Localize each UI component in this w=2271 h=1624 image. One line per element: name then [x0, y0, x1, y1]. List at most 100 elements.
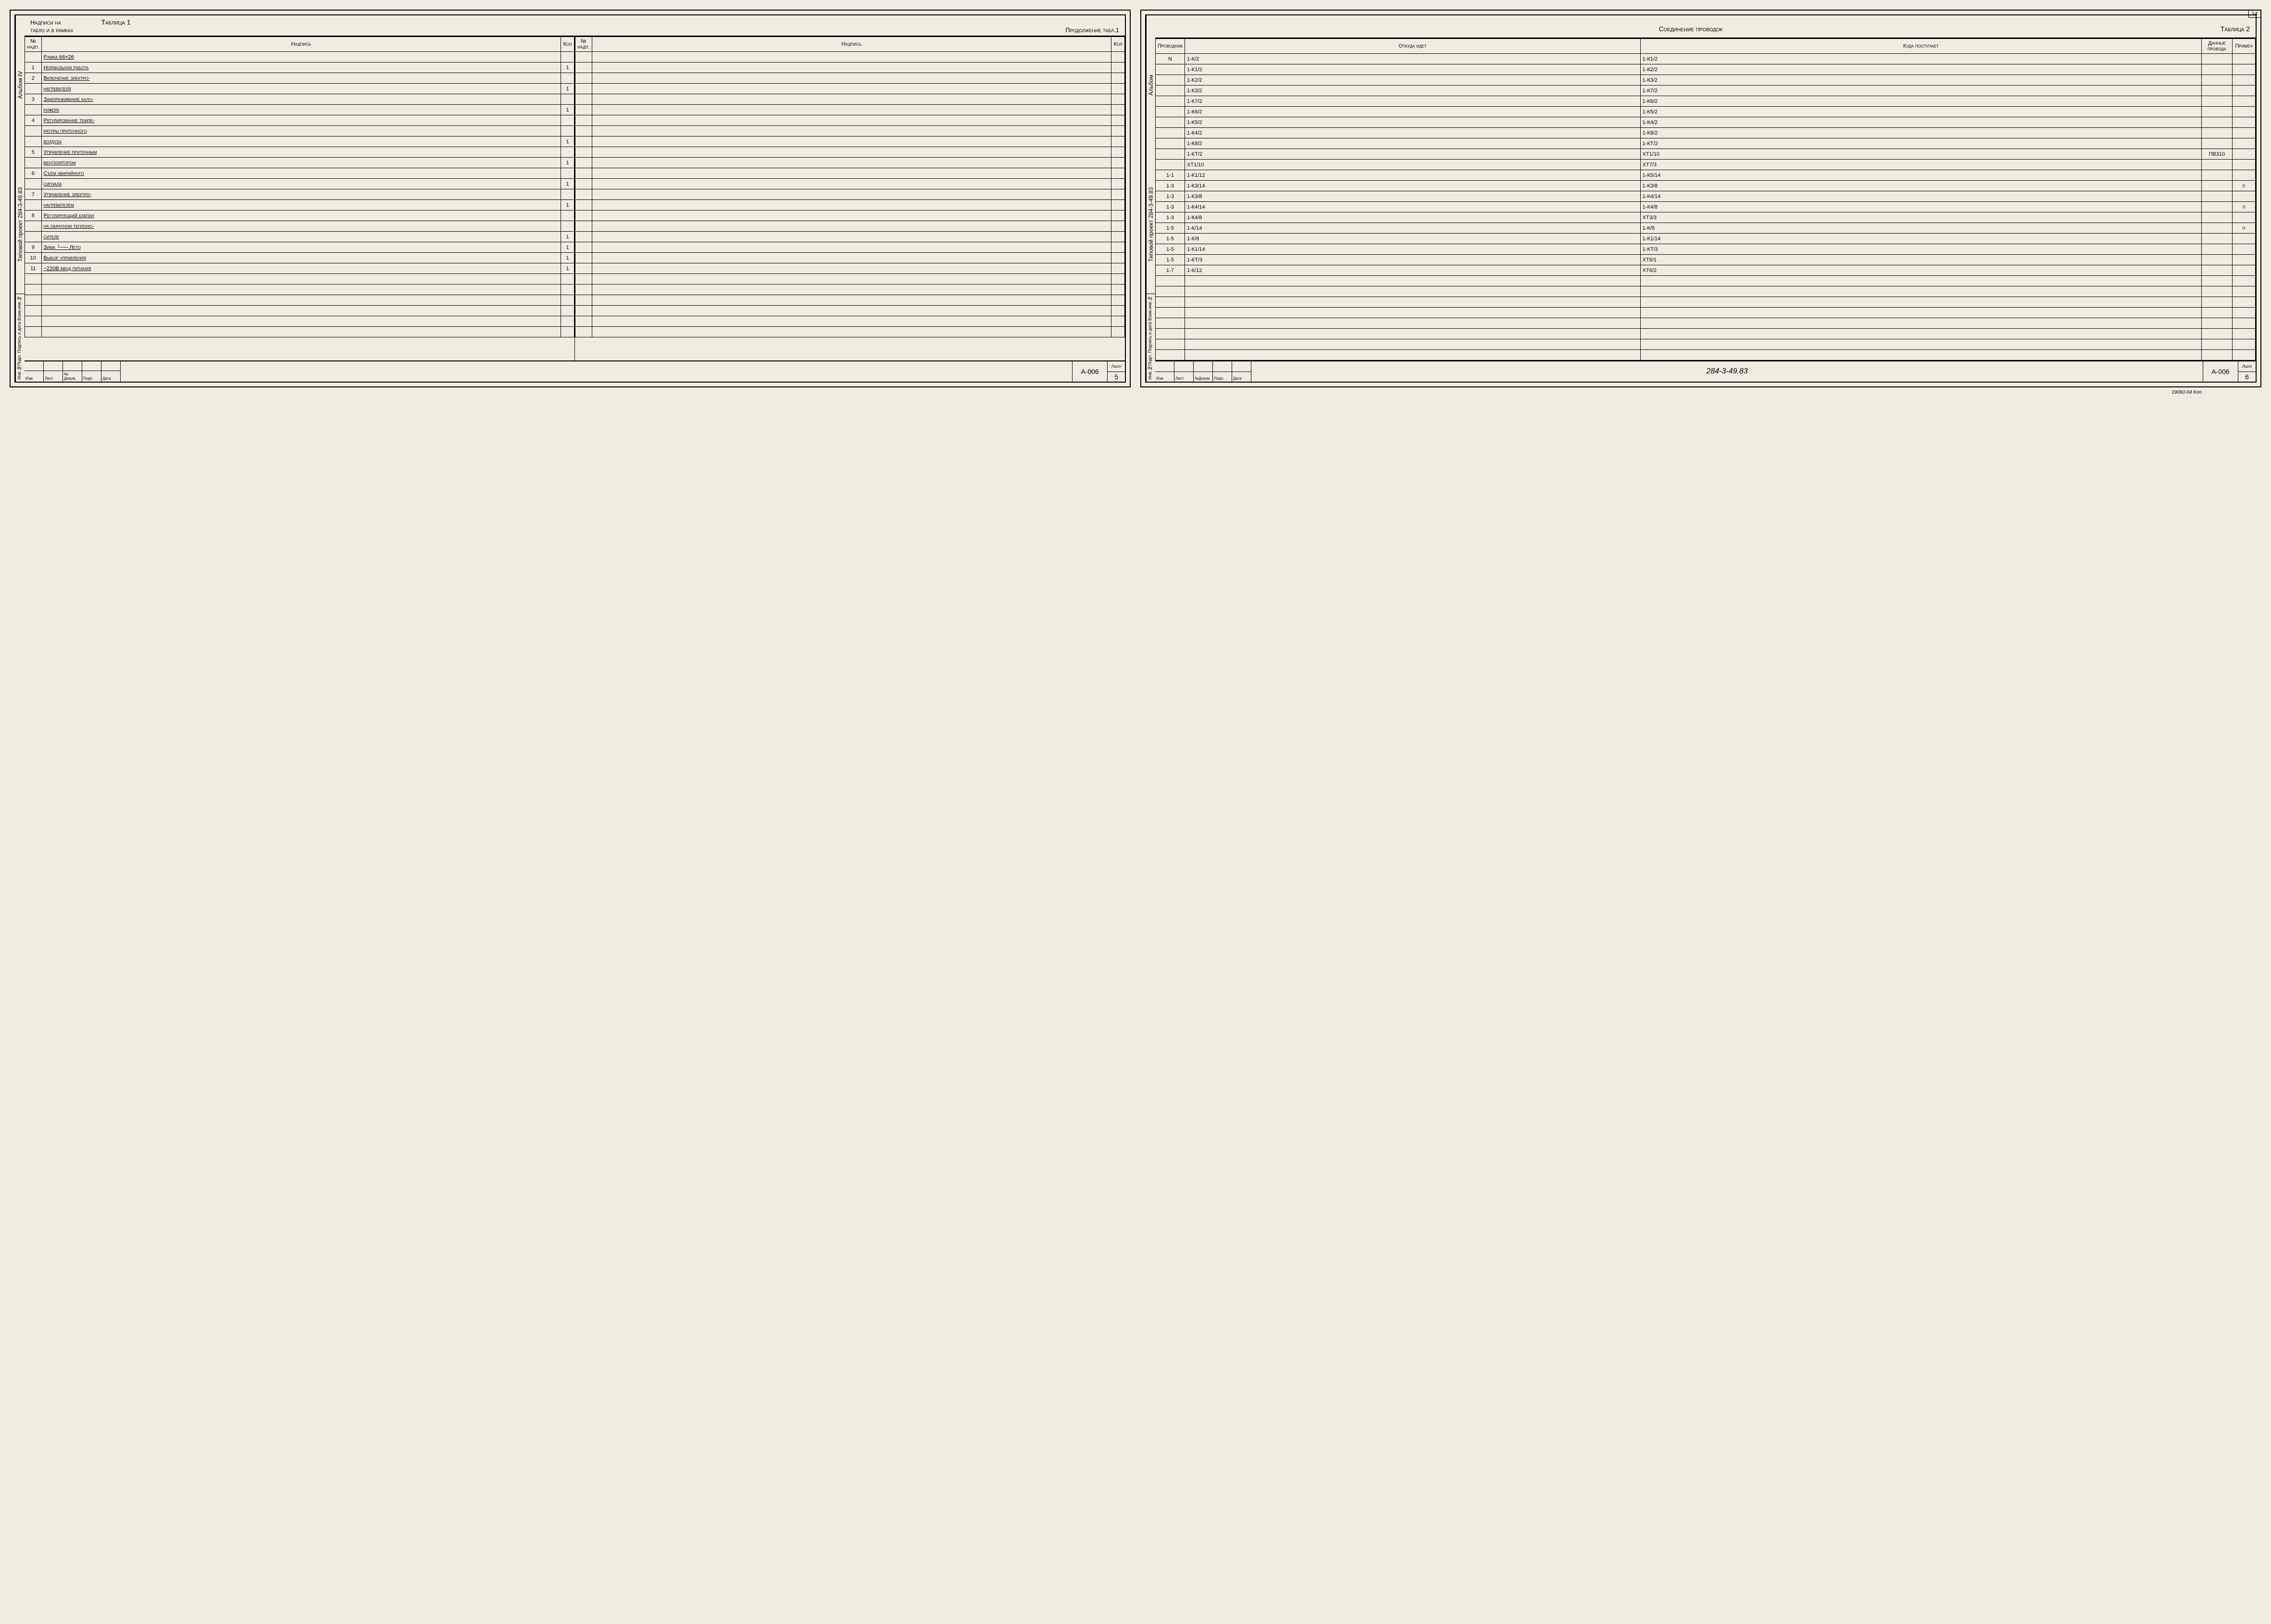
- cell-from: [1185, 297, 1641, 308]
- footer-cell: [63, 361, 82, 371]
- cell-num: 5: [25, 147, 42, 158]
- footer-label: Изм: [1155, 372, 1174, 382]
- cell-text: ~220В ввод питания: [41, 263, 561, 274]
- cell-num: [575, 200, 592, 211]
- cell-data: [2202, 255, 2233, 265]
- header-num: № надп.: [25, 37, 42, 52]
- cell-from: 1-К1/2: [1185, 64, 1641, 75]
- cell-to: 1-К6/2: [1640, 96, 2201, 107]
- table-row: 9Зима └── Лето1: [25, 242, 574, 253]
- table-row: 1-31-К3/141-К3/8п: [1156, 181, 2256, 191]
- table-row: 1-51-К/141-К/8п: [1156, 223, 2256, 234]
- table-row: ратуры приточного: [25, 126, 574, 136]
- cell-text: [592, 136, 1111, 147]
- cell-num: [575, 105, 592, 115]
- doc-num: 284-3-49.83: [1251, 361, 2203, 382]
- title-top: Таблица 1: [101, 18, 130, 26]
- cell-num: [575, 73, 592, 84]
- cell-qty: [561, 147, 574, 158]
- cell-data: [2202, 318, 2233, 329]
- cell-text: [41, 327, 561, 337]
- cell-to: ХТ7/3: [1640, 160, 2201, 170]
- table-right: № надп. Надпись Кол: [575, 37, 1125, 360]
- bottom-note: 19060-04 Коп.: [2171, 390, 2203, 395]
- cell-wire: [1156, 297, 1185, 308]
- table-row: 1-31-К4/141-К4/8п: [1156, 202, 2256, 212]
- cell-to: [1640, 339, 2201, 350]
- cell-data: [2202, 223, 2233, 234]
- table-row: [575, 115, 1125, 126]
- cell-wire: 1-5: [1156, 244, 1185, 255]
- cell-num: [25, 232, 42, 242]
- cell-text: [41, 285, 561, 295]
- cell-qty: 1: [561, 105, 574, 115]
- cell-wire: [1156, 117, 1185, 128]
- cell-qty: 1: [561, 242, 574, 253]
- cell-data: [2202, 54, 2233, 64]
- cell-qty: [1111, 126, 1125, 136]
- header-text: Надпись: [592, 37, 1111, 52]
- cell-num: [575, 115, 592, 126]
- cell-text: рифера: [41, 105, 561, 115]
- side-album: Альбом IV: [15, 15, 25, 155]
- cell-qty: [1111, 179, 1125, 189]
- cell-from: 1-К3/2: [1185, 86, 1641, 96]
- cell-num: [575, 84, 592, 94]
- table-row: 3Замораживание кало-: [25, 94, 574, 105]
- cell-text: нагревателем: [41, 200, 561, 211]
- table-row: 1-К3/21-К7/2: [1156, 86, 2256, 96]
- header-to: Куда поступает: [1640, 39, 2201, 54]
- table-row: [575, 242, 1125, 253]
- cell-num: [25, 126, 42, 136]
- table-row: на обратном теплоно-: [25, 221, 574, 232]
- cell-to: 1-К3/2: [1640, 75, 2201, 86]
- cell-num: 10: [25, 253, 42, 263]
- cell-data: [2202, 265, 2233, 276]
- cell-text: Съем аварийного: [41, 168, 561, 179]
- cell-qty: [1111, 306, 1125, 316]
- header-text: Надпись: [41, 37, 561, 52]
- cell-note: [2233, 350, 2256, 360]
- cell-qty: 1: [561, 179, 574, 189]
- cell-num: [25, 200, 42, 211]
- cell-note: [2233, 75, 2256, 86]
- cell-num: [25, 274, 42, 285]
- table-row: 1-К2/21-К3/2: [1156, 75, 2256, 86]
- cell-note: [2233, 212, 2256, 223]
- cell-wire: 1-5: [1156, 223, 1185, 234]
- footer-page: Лист 5: [1108, 361, 1125, 382]
- cell-from: 1-К1/12: [1185, 170, 1641, 181]
- footer-cell: [25, 361, 44, 371]
- inscriptions-table-left: № надп. Надпись Кол Рамка 66×261Нормальн…: [25, 37, 574, 337]
- cell-qty: [1111, 62, 1125, 73]
- cell-wire: [1156, 128, 1185, 138]
- table-row: 4Регулирование темпе-: [25, 115, 574, 126]
- cell-text: [592, 295, 1111, 306]
- cell-text: [592, 253, 1111, 263]
- cell-wire: [1156, 107, 1185, 117]
- title-tab: Таблица 2: [2221, 25, 2250, 33]
- cell-from: 1-К/2: [1185, 54, 1641, 64]
- footer: Изм Лист № Докум. Подп Дата А-006 Лист 5: [25, 360, 1125, 382]
- cell-num: [575, 189, 592, 200]
- cell-note: [2233, 276, 2256, 286]
- cell-qty: [1111, 52, 1125, 62]
- side-bottom: Инв.№Подл. Подпись и дата Взам.инв.№: [15, 294, 25, 382]
- cell-num: [575, 295, 592, 306]
- cell-num: [25, 179, 42, 189]
- cell-text: [592, 179, 1111, 189]
- footer-label: № Докум.: [63, 371, 82, 382]
- table-row: вентилятором1: [25, 158, 574, 168]
- table-row: 7Управление электро-: [25, 189, 574, 200]
- cell-from: 1-К3/14: [1185, 181, 1641, 191]
- cell-from: [1185, 276, 1641, 286]
- cell-wire: [1156, 149, 1185, 160]
- cell-from: 1-К2/2: [1185, 75, 1641, 86]
- cell-text: [592, 285, 1111, 295]
- cell-data: [2202, 138, 2233, 149]
- cell-text: [592, 62, 1111, 73]
- cell-text: [592, 94, 1111, 105]
- cell-wire: [1156, 318, 1185, 329]
- cell-to: [1640, 308, 2201, 318]
- cell-from: 1-К3/8: [1185, 191, 1641, 202]
